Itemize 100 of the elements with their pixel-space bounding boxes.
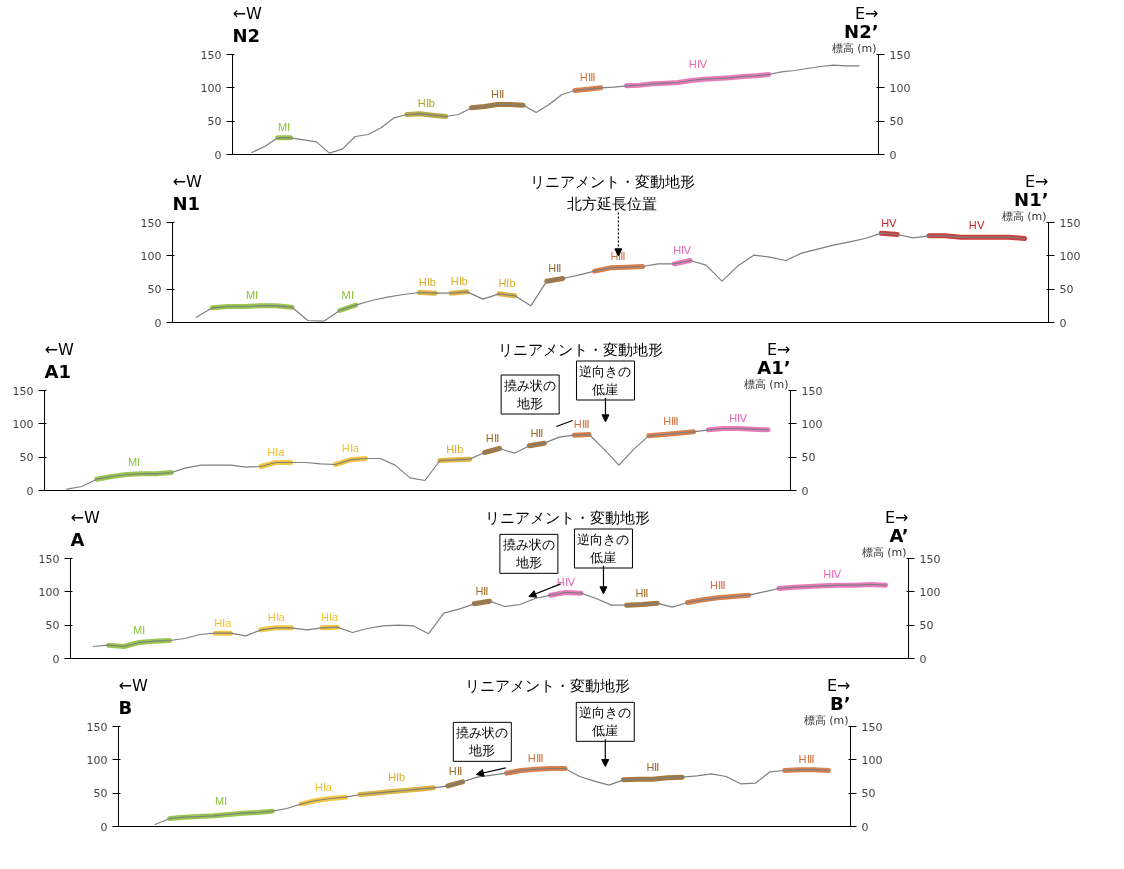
series-label: HⅠa: [267, 611, 286, 624]
series-label: HⅢ: [663, 415, 680, 428]
text: A’: [889, 525, 909, 547]
series-label: HⅡ: [475, 584, 489, 597]
text: E→: [854, 3, 879, 23]
y-tick-label: 0: [26, 484, 34, 498]
series-label: HⅢ: [527, 751, 544, 764]
y-tick-label: 0: [154, 316, 162, 330]
y2-axis-title: 標高 (m): [831, 42, 877, 55]
y2-axis-title: 標高 (m): [803, 714, 849, 727]
y-tick-label: 50: [45, 619, 60, 633]
text: リニアメント・変動地形: [464, 677, 630, 696]
y-tick-label: 150: [140, 216, 162, 230]
series-label: HⅣ: [688, 57, 708, 70]
series-label: HⅣ: [673, 243, 693, 256]
series-label: HⅢ: [610, 249, 627, 262]
text: B’: [829, 693, 851, 715]
y2-tick-label: 0: [861, 820, 869, 834]
annotation: 逆向きの低崖: [579, 705, 632, 739]
y-tick-label: 50: [19, 451, 34, 465]
text: N2’: [844, 21, 879, 43]
series-label: HⅡ: [490, 87, 504, 100]
series-label: HⅣ: [556, 575, 576, 588]
y2-tick-label: 0: [1059, 316, 1067, 330]
series-label: HⅢ: [579, 71, 596, 84]
text: ←W: [118, 675, 148, 695]
text: ←W: [172, 171, 202, 191]
y-tick-label: 50: [93, 787, 108, 801]
y2-tick-label: 150: [919, 552, 941, 566]
series-label: HⅠb: [388, 771, 406, 784]
series-label: HⅣ: [823, 567, 843, 580]
text: リニアメント・変動地形北方延長位置: [529, 173, 695, 213]
series-label: HⅡ: [635, 586, 649, 599]
annotation: 逆向きの低崖: [579, 364, 632, 397]
y-tick-label: 50: [207, 115, 222, 129]
text: ←W: [44, 339, 74, 359]
annotation: 撓み状の地形: [502, 537, 555, 571]
annotation: 撓み状の地形: [456, 725, 509, 759]
text: E→: [826, 675, 851, 695]
series-label: HⅠb: [498, 277, 516, 290]
y2-tick-label: 50: [889, 115, 904, 129]
series-label: HⅡ: [530, 426, 544, 439]
text: A1’: [757, 357, 791, 379]
y2-axis-title: 標高 (m): [1001, 210, 1047, 223]
text: ←W: [232, 3, 262, 23]
series-label: HⅠa: [267, 445, 286, 458]
y2-tick-label: 50: [919, 619, 934, 633]
series-label: HⅠb: [417, 97, 435, 110]
y2-axis-title: 標高 (m): [743, 378, 789, 391]
y-tick-label: 150: [86, 720, 108, 734]
y2-tick-label: 0: [889, 148, 897, 162]
y2-tick-label: 50: [861, 787, 876, 801]
series-label: HⅠb: [418, 275, 436, 288]
y2-tick-label: 0: [801, 484, 809, 498]
series-label: HⅠa: [214, 616, 233, 629]
text: E→: [1024, 171, 1049, 191]
text: ←W: [70, 507, 100, 527]
y-tick-label: 0: [214, 148, 222, 162]
y-tick-label: 100: [200, 81, 222, 95]
y-tick-label: 50: [147, 283, 162, 297]
series-label: HⅠb: [450, 275, 468, 288]
y2-tick-label: 100: [861, 753, 883, 767]
series-label: HⅠa: [341, 441, 360, 454]
text: E→: [766, 339, 791, 359]
y-tick-label: 100: [38, 585, 60, 599]
y-tick-label: 100: [140, 249, 162, 263]
series-label: HⅡ: [646, 760, 660, 773]
series-label: MⅠ: [246, 289, 259, 302]
series-label: MⅠ: [132, 623, 146, 636]
y-tick-label: 150: [12, 384, 34, 398]
series-label: MⅠ: [127, 455, 141, 468]
series-label: HⅢ: [798, 753, 815, 766]
text: A: [70, 529, 85, 551]
y2-tick-label: 150: [801, 384, 823, 398]
y2-tick-label: 100: [801, 417, 823, 431]
text: リニアメント・変動地形: [484, 509, 650, 528]
series-label: HⅣ: [729, 411, 749, 424]
y2-tick-label: 50: [1059, 283, 1074, 297]
series-label: HⅢ: [710, 578, 727, 591]
y-tick-label: 100: [86, 753, 108, 767]
y2-tick-label: 150: [889, 48, 911, 62]
y-tick-label: 100: [12, 417, 34, 431]
series-label: HⅤ: [968, 219, 985, 232]
y2-tick-label: 100: [919, 585, 941, 599]
series-label: HⅠa: [314, 780, 333, 793]
series-label: HⅡ: [548, 261, 562, 274]
y-tick-label: 150: [200, 48, 222, 62]
y2-axis-title: 標高 (m): [861, 546, 907, 559]
y2-tick-label: 100: [1059, 249, 1081, 263]
y2-tick-label: 150: [1059, 216, 1081, 230]
text: N1’: [1014, 189, 1049, 211]
series-label: HⅢ: [573, 417, 590, 430]
series-label: HⅠb: [446, 442, 464, 455]
text: N2: [232, 25, 261, 47]
series-label: MⅠ: [278, 121, 291, 134]
annotation: 逆向きの低崖: [577, 532, 630, 565]
series-label: HⅠa: [320, 610, 339, 623]
text: B: [118, 697, 133, 719]
series-label: HⅡ: [448, 765, 462, 778]
y-tick-label: 0: [52, 652, 60, 666]
